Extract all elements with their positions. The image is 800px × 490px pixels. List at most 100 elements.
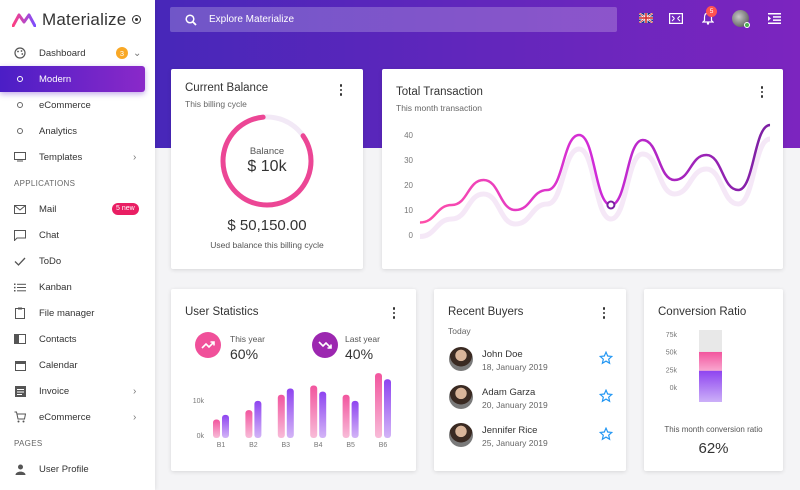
buyer-name: Jennifer Rice: [482, 425, 538, 436]
search-input[interactable]: [209, 14, 589, 25]
sidebar-section-applications: APPLICATIONS: [14, 178, 76, 188]
dashboard-count-badge: 3: [116, 47, 128, 59]
buyer-date: 20, January 2019: [482, 400, 548, 410]
x-tick-label: B4: [314, 442, 323, 449]
buyer-date: 25, January 2019: [482, 438, 548, 448]
sidebar-item-templates[interactable]: Templates ›: [0, 144, 155, 170]
card-subtitle: This billing cycle: [185, 99, 247, 109]
star-outline-icon[interactable]: [599, 351, 613, 365]
bar: [310, 385, 318, 438]
x-tick-label: B6: [379, 442, 388, 449]
bar: [351, 400, 359, 438]
more-vert-icon[interactable]: [339, 84, 343, 96]
more-vert-icon[interactable]: [392, 307, 396, 319]
sidebar-item-ecommerce[interactable]: eCommerce ›: [0, 404, 155, 430]
sidebar-item-label: File manager: [39, 307, 95, 319]
bar: [342, 394, 350, 438]
sidebar-item-label: Contacts: [39, 333, 77, 345]
bar: [319, 391, 327, 438]
card-title: User Statistics: [185, 306, 259, 318]
this-year-label: This year: [230, 334, 265, 344]
sidebar-section-pages: PAGES: [14, 438, 43, 448]
trending-up-icon: [195, 332, 221, 358]
sidebar-item-ecommerce-dashboard[interactable]: eCommerce: [0, 92, 155, 118]
y-tick-label: 0k: [670, 385, 678, 392]
invoice-icon: [14, 385, 26, 397]
list-item[interactable]: Jennifer Rice 25, January 2019: [449, 423, 619, 449]
menu-toggle-icon[interactable]: [766, 10, 782, 26]
palette-icon: [14, 47, 26, 59]
y-tick-label: 40: [404, 131, 413, 140]
sidebar-item-dashboard[interactable]: Dashboard 3 ⌄: [0, 40, 155, 66]
chevron-down-icon: ⌄: [133, 47, 142, 59]
person-icon: [14, 463, 26, 475]
sidebar-item-label: Modern: [39, 73, 72, 85]
cart-icon: [14, 411, 26, 423]
contacts-icon: [14, 333, 26, 345]
sidebar: Materialize Dashboard 3 ⌄ Modern eCommer…: [0, 0, 155, 490]
list-icon: [14, 281, 26, 293]
sidebar-item-contacts[interactable]: Contacts: [0, 326, 155, 352]
sidebar-item-label: Templates: [39, 151, 83, 163]
notification-count-badge: 5: [706, 6, 717, 17]
sidebar-pin-icon[interactable]: [132, 15, 141, 24]
search-bar[interactable]: [170, 7, 617, 32]
circle-bullet-icon: [17, 102, 23, 108]
bar: [286, 388, 294, 438]
materialize-logo-icon: [12, 13, 36, 27]
sidebar-item-modern[interactable]: Modern: [0, 66, 145, 92]
balance-ring: [220, 114, 314, 208]
data-point: [606, 200, 616, 210]
templates-icon: [14, 151, 26, 163]
x-tick-label: B1: [217, 442, 226, 449]
sidebar-item-file-manager[interactable]: File manager: [0, 300, 155, 326]
bar-segment: [699, 370, 722, 402]
conversion-bar-chart: 75k 50k 25k 0k: [666, 330, 722, 402]
sidebar-item-invoice[interactable]: Invoice ›: [0, 378, 155, 404]
sidebar-item-label: Dashboard: [39, 47, 86, 59]
y-tick-label: 30: [404, 156, 413, 165]
buyer-name: John Doe: [482, 349, 523, 360]
uk-flag-icon[interactable]: [638, 10, 654, 26]
balance-ring-label: Balance: [249, 146, 285, 157]
online-status-dot: [744, 22, 750, 28]
sidebar-item-analytics[interactable]: Analytics: [0, 118, 155, 144]
sidebar-item-label: eCommerce: [39, 411, 91, 423]
brand[interactable]: Materialize: [0, 0, 155, 40]
last-year-value: 40%: [345, 346, 374, 362]
conversion-value: 62%: [698, 440, 729, 457]
balance-amount: $ 50,150.00: [227, 217, 307, 234]
series-shadow: [419, 136, 771, 239]
sidebar-item-label: Kanban: [39, 281, 72, 293]
sidebar-item-user-profile[interactable]: User Profile: [0, 456, 155, 482]
balance-ring-value: $ 10k: [247, 158, 287, 175]
sidebar-item-mail[interactable]: Mail 5 new: [0, 196, 155, 222]
list-item[interactable]: Adam Garza 20, January 2019: [449, 385, 619, 411]
clipboard-icon: [14, 307, 26, 319]
sidebar-item-chat[interactable]: Chat: [0, 222, 155, 248]
y-tick-label: 10k: [193, 398, 205, 405]
star-outline-icon[interactable]: [599, 389, 613, 403]
buyers-section-label: Today: [448, 326, 471, 336]
y-tick-label: 10: [404, 206, 413, 215]
sidebar-item-todo[interactable]: ToDo: [0, 248, 155, 274]
star-outline-icon[interactable]: [599, 427, 613, 441]
x-tick-label: B2: [249, 442, 258, 449]
fullscreen-icon[interactable]: [668, 10, 684, 26]
search-icon: [185, 13, 197, 26]
sidebar-item-label: ToDo: [39, 255, 62, 267]
sidebar-item-calendar[interactable]: Calendar: [0, 352, 155, 378]
sidebar-item-label: Invoice: [39, 385, 70, 397]
more-vert-icon[interactable]: [760, 86, 764, 98]
last-year-label: Last year: [345, 334, 380, 344]
sidebar-item-label: Calendar: [39, 359, 78, 371]
chevron-right-icon: ›: [133, 385, 137, 397]
sidebar-item-kanban[interactable]: Kanban: [0, 274, 155, 300]
card-title: Recent Buyers: [448, 306, 524, 318]
list-item[interactable]: John Doe 18, January 2019: [449, 347, 619, 373]
bar: [222, 414, 229, 438]
bar-segment: [699, 351, 722, 371]
y-tick-label: 0k: [197, 433, 205, 440]
balance-caption: Used balance this billing cycle: [210, 240, 324, 250]
more-vert-icon[interactable]: [602, 307, 606, 319]
